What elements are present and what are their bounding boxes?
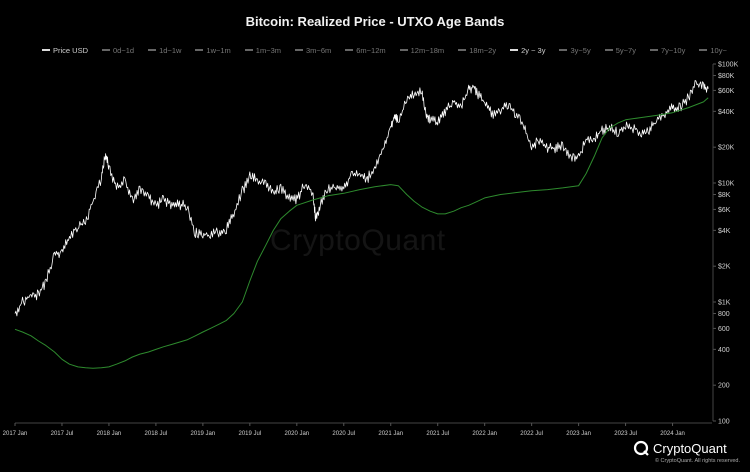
legend-label: 18m~2y bbox=[469, 45, 497, 55]
copyright-text: © CryptoQuant. All rights reserved. bbox=[654, 458, 740, 464]
legend-swatch bbox=[699, 49, 708, 51]
legend-item[interactable]: 3y~5y bbox=[559, 43, 591, 57]
x-tick-label: 2017 Jan bbox=[3, 431, 28, 437]
brand-logo: CryptoQuant bbox=[633, 440, 727, 456]
x-tick-label: 2023 Jan bbox=[566, 431, 591, 437]
legend-item[interactable]: 2y ~ 3y bbox=[510, 43, 545, 57]
y-tick-label: 800 bbox=[718, 311, 730, 318]
legend-item[interactable]: Price USD bbox=[42, 43, 88, 57]
x-tick-label: 2022 Jul bbox=[520, 431, 543, 437]
y-tick-label: 400 bbox=[718, 347, 730, 354]
legend-label: 5y~7y bbox=[615, 45, 636, 55]
x-tick-label: 2023 Jul bbox=[614, 431, 637, 437]
y-tick-label: $100K bbox=[718, 62, 739, 69]
y-tick-label: $60K bbox=[718, 88, 735, 95]
legend-item[interactable]: 6m~12m bbox=[345, 43, 386, 57]
x-tick-label: 2024 Jan bbox=[660, 431, 685, 437]
brand-name: CryptoQuant bbox=[653, 440, 727, 456]
legend-item[interactable]: 1w~1m bbox=[195, 43, 231, 57]
legend-label: 3m~6m bbox=[306, 45, 332, 55]
x-tick-label: 2021 Jul bbox=[426, 431, 449, 437]
legend-item[interactable]: 1d~1w bbox=[148, 43, 181, 57]
series-line-price-usd bbox=[14, 80, 709, 317]
legend-swatch bbox=[399, 49, 408, 51]
legend-label: Price USD bbox=[53, 45, 89, 55]
legend-label: 0d~1d bbox=[113, 45, 135, 55]
legend-label: 10y~ bbox=[710, 45, 727, 55]
x-tick-label: 2017 Jul bbox=[51, 431, 74, 437]
cryptoquant-logo-icon bbox=[633, 440, 649, 456]
legend-label: 1d~1w bbox=[159, 45, 182, 55]
series-layer bbox=[14, 80, 709, 369]
legend-swatch bbox=[458, 49, 467, 51]
legend-item[interactable]: 5y~7y bbox=[604, 43, 636, 57]
legend-label: 3y~5y bbox=[570, 45, 591, 55]
y-tick-label: 600 bbox=[718, 326, 730, 333]
legend-swatch bbox=[148, 49, 157, 51]
legend-swatch bbox=[295, 49, 304, 51]
y-tick-label: $6K bbox=[718, 207, 731, 214]
legend-item[interactable]: 3m~6m bbox=[295, 43, 331, 57]
legend-swatch bbox=[42, 49, 50, 51]
series-line-2y-3y bbox=[14, 97, 709, 369]
x-axis: 2017 Jan 2017 Jul 2018 Jan 2018 Jul 2019 Jan… bbox=[3, 422, 712, 437]
legend-label: 1m~3m bbox=[255, 45, 282, 55]
y-tick-label: $2K bbox=[718, 264, 731, 271]
legend-item[interactable]: 0d~1d bbox=[102, 43, 134, 57]
legend-swatch bbox=[559, 49, 568, 51]
y-tick-label: $80K bbox=[718, 73, 735, 80]
legend-label: 12m~18m bbox=[410, 45, 445, 55]
x-tick-label: 2020 Jan bbox=[284, 431, 309, 437]
y-tick-label: 200 bbox=[718, 383, 730, 390]
chart-title: Bitcoin: Realized Price - UTXO Age Bands bbox=[245, 14, 505, 29]
legend-label: 6m~12m bbox=[356, 45, 386, 55]
y-tick-label: 100 bbox=[718, 419, 730, 426]
x-tick-label: 2021 Jan bbox=[378, 431, 403, 437]
legend-label: 1w~1m bbox=[206, 45, 231, 55]
legend-item[interactable]: 18m~2y bbox=[458, 43, 496, 57]
x-tick-label: 2019 Jan bbox=[191, 431, 216, 437]
y-tick-label: $10K bbox=[718, 181, 735, 188]
x-tick-label: 2020 Jul bbox=[332, 431, 355, 437]
y-axis: 100 200 400 600 800 $1K $2K $4K $6K $8K $10K $20K $4… bbox=[712, 62, 739, 426]
legend-swatch bbox=[244, 49, 253, 51]
y-tick-label: $20K bbox=[718, 145, 735, 152]
legend-swatch bbox=[510, 49, 519, 51]
x-tick-label: 2018 Jan bbox=[97, 431, 122, 437]
chart-legend: Price USD 0d~1d 1d~1w 1w~1m 1m~3m 3m~6m 6m~12m… bbox=[42, 43, 732, 57]
x-tick-label: 2018 Jul bbox=[145, 431, 168, 437]
y-tick-label: $4K bbox=[718, 228, 731, 235]
legend-label: 7y~10y bbox=[660, 45, 686, 55]
legend-swatch bbox=[649, 49, 658, 51]
legend-item[interactable]: 1m~3m bbox=[244, 43, 282, 57]
legend-swatch bbox=[604, 49, 613, 51]
y-tick-label: $1K bbox=[718, 300, 731, 307]
legend-swatch bbox=[102, 49, 111, 51]
legend-swatch bbox=[195, 49, 204, 51]
y-tick-label: $8K bbox=[718, 192, 731, 199]
x-tick-label: 2022 Jan bbox=[472, 431, 497, 437]
legend-swatch bbox=[345, 49, 354, 51]
legend-item[interactable]: 10y~ bbox=[699, 43, 727, 57]
legend-item[interactable]: 7y~10y bbox=[649, 43, 686, 57]
watermark: CryptoQuant bbox=[270, 224, 446, 257]
x-tick-label: 2019 Jul bbox=[238, 431, 261, 437]
y-tick-label: $40K bbox=[718, 109, 735, 116]
legend-item[interactable]: 12m~18m bbox=[399, 43, 445, 57]
legend-label: 2y ~ 3y bbox=[521, 45, 546, 55]
